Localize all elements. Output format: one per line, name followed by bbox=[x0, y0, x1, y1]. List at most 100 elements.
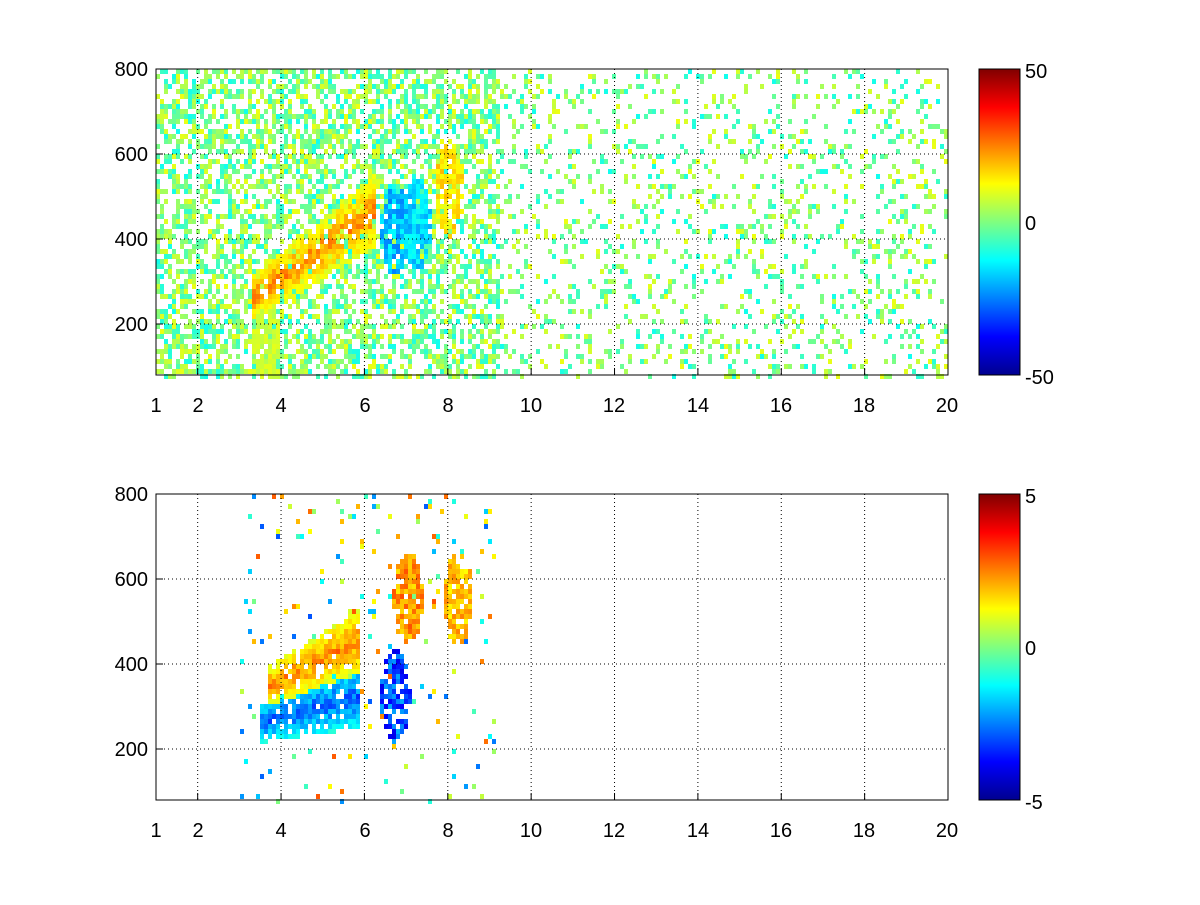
heatmap-cell bbox=[372, 354, 376, 359]
heatmap-cell bbox=[328, 224, 332, 229]
heatmap-cell bbox=[544, 314, 548, 319]
heatmap-cell bbox=[280, 274, 284, 279]
heatmap-cell bbox=[416, 249, 420, 254]
heatmap-cell bbox=[168, 329, 172, 334]
heatmap-cell bbox=[184, 304, 188, 309]
heatmap-cell bbox=[328, 364, 332, 369]
heatmap-cell bbox=[252, 259, 256, 264]
heatmap-cell bbox=[192, 369, 196, 374]
heatmap-cell bbox=[344, 94, 348, 99]
heatmap-cell bbox=[224, 274, 228, 279]
heatmap-cell bbox=[420, 274, 424, 279]
heatmap-cell bbox=[448, 109, 452, 114]
heatmap-cell bbox=[468, 289, 472, 294]
heatmap-cell bbox=[620, 244, 624, 249]
heatmap-cell bbox=[456, 194, 460, 199]
heatmap-cell bbox=[504, 199, 508, 204]
heatmap-cell bbox=[292, 689, 296, 694]
heatmap-cell bbox=[860, 184, 864, 189]
heatmap-cell bbox=[764, 119, 768, 124]
heatmap-cell bbox=[204, 214, 208, 219]
heatmap-cell bbox=[156, 239, 160, 244]
heatmap-cell bbox=[380, 244, 384, 249]
heatmap-cell bbox=[268, 694, 272, 699]
heatmap-cell bbox=[272, 669, 276, 674]
heatmap-cell bbox=[804, 184, 808, 189]
heatmap-cell bbox=[420, 234, 424, 239]
heatmap-cell bbox=[788, 149, 792, 154]
heatmap-cell bbox=[236, 179, 240, 184]
heatmap-cell bbox=[728, 349, 732, 354]
heatmap-cell bbox=[488, 164, 492, 169]
heatmap-cell bbox=[372, 199, 376, 204]
heatmap-cell bbox=[160, 204, 164, 209]
heatmap-cell bbox=[336, 184, 340, 189]
heatmap-cell bbox=[300, 79, 304, 84]
heatmap-cell bbox=[712, 254, 716, 259]
heatmap-cell bbox=[472, 94, 476, 99]
heatmap-cell bbox=[412, 99, 416, 104]
heatmap-cell bbox=[340, 194, 344, 199]
heatmap-cell bbox=[320, 654, 324, 659]
heatmap-cell bbox=[308, 194, 312, 199]
heatmap-cell bbox=[308, 264, 312, 269]
x-tick-label: 1 bbox=[150, 395, 161, 417]
heatmap-cell bbox=[456, 199, 460, 204]
heatmap-cell bbox=[180, 244, 184, 249]
heatmap-cell bbox=[476, 289, 480, 294]
heatmap-cell bbox=[420, 249, 424, 254]
heatmap-cell bbox=[220, 269, 224, 274]
heatmap-cell bbox=[188, 279, 192, 284]
heatmap-cell bbox=[472, 204, 476, 209]
heatmap-cell bbox=[692, 124, 696, 129]
heatmap-cell bbox=[408, 254, 412, 259]
heatmap-cell bbox=[400, 164, 404, 169]
colorbar-top: 50 0 -50 bbox=[979, 61, 1054, 389]
heatmap-cell bbox=[648, 294, 652, 299]
heatmap-cell bbox=[940, 299, 944, 304]
heatmap-cell bbox=[764, 324, 768, 329]
heatmap-cell bbox=[448, 319, 452, 324]
heatmap-cell bbox=[344, 89, 348, 94]
heatmap-cell bbox=[360, 269, 364, 274]
heatmap-cell bbox=[184, 254, 188, 259]
heatmap-cell bbox=[540, 169, 544, 174]
heatmap-cell bbox=[476, 294, 480, 299]
heatmap-cell bbox=[272, 299, 276, 304]
heatmap-cell bbox=[228, 334, 232, 339]
heatmap-cell bbox=[260, 114, 264, 119]
heatmap-cell bbox=[800, 179, 804, 184]
heatmap-cell bbox=[504, 369, 508, 374]
heatmap-cell bbox=[320, 694, 324, 699]
heatmap-cell bbox=[272, 119, 276, 124]
heatmap-cell bbox=[472, 354, 476, 359]
heatmap-cell bbox=[308, 189, 312, 194]
heatmap-cell bbox=[304, 714, 308, 719]
heatmap-cell bbox=[312, 339, 316, 344]
heatmap-cell bbox=[160, 309, 164, 314]
heatmap-cell bbox=[692, 174, 696, 179]
heatmap-cell bbox=[652, 74, 656, 79]
heatmap-cell bbox=[748, 289, 752, 294]
heatmap-cell bbox=[272, 329, 276, 334]
heatmap-cell bbox=[188, 99, 192, 104]
heatmap-cell bbox=[356, 349, 360, 354]
heatmap-cell bbox=[236, 369, 240, 374]
heatmap-cell bbox=[496, 329, 500, 334]
heatmap-cell bbox=[292, 244, 296, 249]
heatmap-cell bbox=[268, 324, 272, 329]
heatmap-cell bbox=[208, 144, 212, 149]
heatmap-cell bbox=[428, 279, 432, 284]
heatmap-cell bbox=[568, 299, 572, 304]
heatmap-cell bbox=[316, 679, 320, 684]
heatmap-cell bbox=[588, 224, 592, 229]
heatmap-cell bbox=[276, 84, 280, 89]
heatmap-cell bbox=[324, 244, 328, 249]
heatmap-cell bbox=[360, 124, 364, 129]
heatmap-cell bbox=[192, 114, 196, 119]
heatmap-cell bbox=[620, 224, 624, 229]
heatmap-cell bbox=[160, 229, 164, 234]
heatmap-cell bbox=[304, 79, 308, 84]
heatmap-cell bbox=[788, 209, 792, 214]
heatmap-cell bbox=[272, 109, 276, 114]
